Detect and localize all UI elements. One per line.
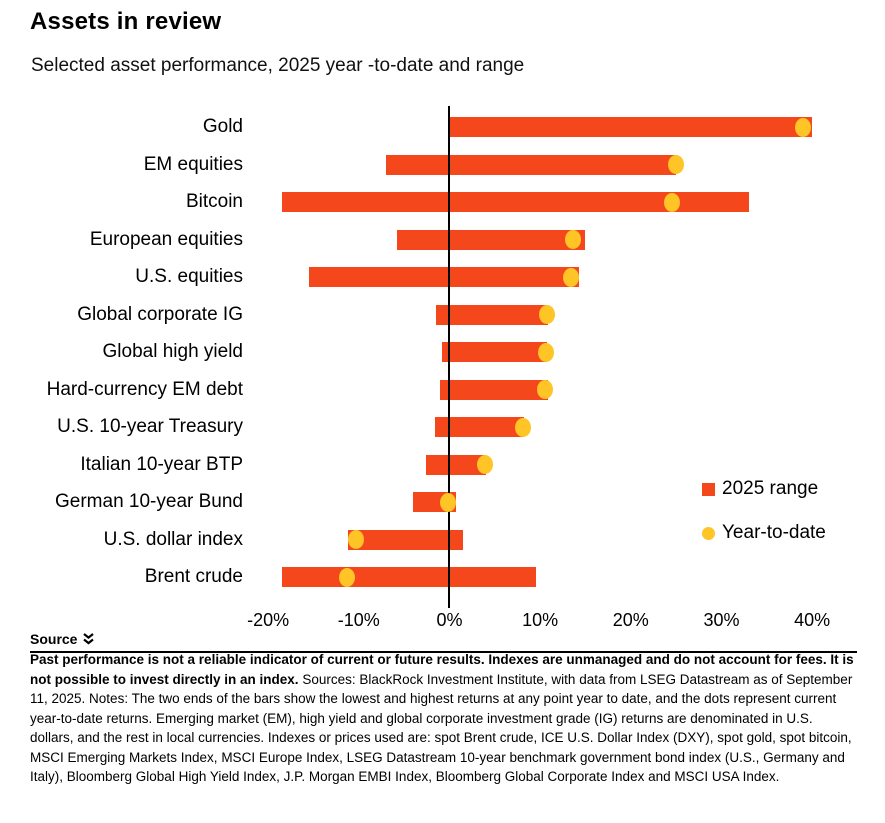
ytd-dot [539,305,556,324]
source-toggle[interactable]: Source [30,631,95,647]
legend-range-label: 2025 range [722,478,819,499]
range-bar [425,454,486,475]
disclaimer-text: Past performance is not a reliable indic… [30,650,857,787]
range-bar [308,267,580,287]
range-bar [347,529,464,550]
legend-item-year-to-date: Year-to-date [702,522,826,544]
ytd-dot [348,530,365,549]
double-chevron-down-icon [83,633,95,645]
divider-line [30,651,857,653]
disclaimer-body-text: Sources: BlackRock Investment Institute,… [30,671,853,785]
range-bar [281,192,749,212]
ytd-dot [795,117,812,137]
zero-axis-line [448,106,451,608]
range-bar [281,567,536,587]
category-label: German 10-year Bund [55,491,243,512]
range-bar [442,342,548,362]
range-bar [386,154,677,175]
x-axis-tick: 40% [794,610,831,630]
ytd-circle-icon [702,526,715,540]
x-axis-tick: -10% [337,610,380,630]
category-label: Hard-currency EM debt [46,378,243,400]
category-label: U.S. dollar index [103,528,243,550]
ytd-dot [476,455,493,474]
category-label: Brent crude [144,566,243,587]
category-label: Global corporate IG [77,303,243,325]
category-label: Global high yield [102,341,243,362]
ytd-dot [536,380,553,399]
ytd-dot [564,230,581,249]
ytd-dot [668,155,685,174]
category-label: U.S. 10-year Treasury [57,416,243,437]
range-bar [434,417,524,437]
ytd-dot [514,417,531,437]
x-axis-tick: 20% [612,610,649,630]
category-label: Italian 10-year BTP [80,453,243,475]
range-bar [440,379,549,400]
chart-legend: 2025 range Year-to-date [702,478,826,566]
x-axis-tick: 10% [522,610,559,630]
page-title: Assets in review [30,8,222,35]
legend-ytd-label: Year-to-date [722,522,826,543]
range-square-icon [702,482,715,496]
category-label: European equities [89,228,243,250]
category-label: EM equities [143,153,243,175]
x-axis-tick: -20% [247,610,290,630]
category-label: Bitcoin [185,191,243,212]
category-label: Gold [202,116,243,137]
disclaimer-bold-text: Past performance is not a reliable indic… [30,652,854,687]
x-axis-tick: 30% [703,610,740,630]
ytd-dot [339,567,355,587]
chart-area: Gold EM equities Bitcoin European equities U… [46,106,831,630]
legend-item-2025-range: 2025 range [702,478,826,500]
source-label: Source [30,631,78,647]
range-bar [396,229,586,250]
range-bar [435,304,549,325]
x-axis-tick: 0% [436,610,463,630]
range-bar [449,117,813,137]
ytd-dot [439,492,456,512]
chart-subtitle: Selected asset performance, 2025 year -t… [31,55,525,76]
category-label: U.S. equities [135,266,243,287]
ytd-dot [537,342,554,362]
ytd-dot [562,267,579,287]
ytd-dot [663,192,680,212]
